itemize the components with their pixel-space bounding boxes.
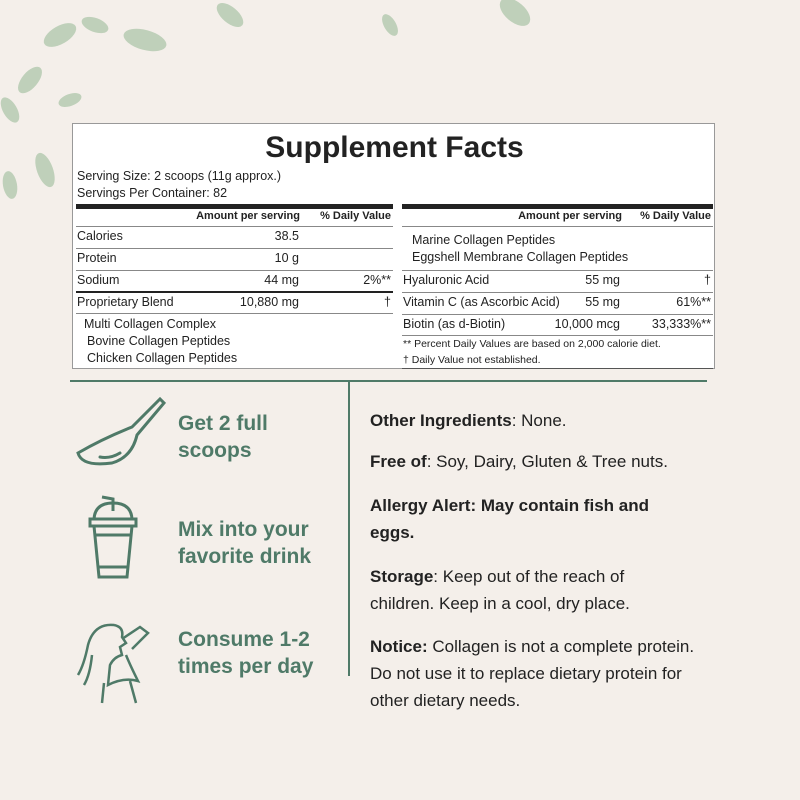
row-name: Sodium: [77, 273, 120, 287]
column-divider: [348, 381, 350, 676]
row-dv: †: [384, 295, 391, 309]
footnote: ** Percent Daily Values are based on 2,0…: [403, 338, 661, 350]
row-amount: 55 mg: [585, 295, 620, 309]
label: Free of: [370, 452, 427, 471]
cup-icon: [88, 495, 138, 579]
step-text: Get 2 full: [178, 412, 268, 435]
step-text: times per day: [178, 655, 314, 678]
step-text: favorite drink: [178, 545, 312, 568]
text: : Soy, Dairy, Gluten & Tree nuts.: [426, 452, 668, 471]
text: Allergy Alert: May contain fish and: [370, 496, 649, 515]
step-text: scoops: [178, 439, 252, 462]
text: Do not use it to replace dietary protein…: [370, 664, 682, 683]
free-of: Free of: Soy, Dairy, Gluten & Tree nuts.: [370, 448, 750, 475]
dv-header: % Daily Value: [640, 210, 711, 222]
blend-item: Eggshell Membrane Collagen Peptides: [412, 250, 629, 264]
row-amount: 10,880 mg: [239, 295, 299, 309]
step-2: Mix into your favorite drink: [178, 516, 311, 570]
row-amount: 44 mg: [264, 273, 299, 287]
row-name: Protein: [77, 251, 117, 265]
supplement-facts-label: Supplement Facts Serving Size: 2 scoops …: [72, 123, 715, 369]
blend-item: Marine Collagen Peptides: [412, 233, 556, 247]
woman-drinking-icon: [76, 623, 150, 704]
serving-size: Serving Size: 2 scoops (11g approx.): [77, 169, 282, 183]
row-dv: †: [704, 273, 711, 287]
amount-header: Amount per serving: [518, 210, 622, 222]
text: eggs.: [370, 523, 415, 542]
step-3: Consume 1-2 times per day: [178, 626, 313, 680]
step-text: Mix into your: [178, 518, 309, 541]
blend-item: Multi Collagen Complex: [84, 317, 217, 331]
servings-per-container: Servings Per Container: 82: [77, 186, 228, 200]
row-dv: 33,333%**: [651, 317, 711, 331]
step-text: Consume 1-2: [178, 628, 310, 651]
text: children. Keep in a cool, dry place.: [370, 594, 630, 613]
row-amount: 38.5: [274, 229, 299, 243]
leaves-decoration: [0, 0, 531, 199]
notice: Notice: Collagen is not a complete prote…: [370, 633, 750, 714]
text: : Keep out of the reach of: [433, 567, 625, 586]
allergy-alert: Allergy Alert: May contain fish and eggs.: [370, 492, 750, 546]
blend-item: Bovine Collagen Peptides: [87, 334, 231, 348]
row-name: Hyaluronic Acid: [403, 273, 490, 287]
row-amount: 55 mg: [585, 273, 620, 287]
row-name: Vitamin C (as Ascorbic Acid): [403, 295, 560, 309]
label: Notice:: [370, 637, 428, 656]
row-name: Proprietary Blend: [77, 295, 174, 309]
label-title: Supplement Facts: [265, 131, 524, 164]
text: other dietary needs.: [370, 691, 521, 710]
label: Other Ingredients: [370, 411, 512, 430]
label: Storage: [370, 567, 434, 586]
row-amount: 10 g: [274, 251, 299, 265]
storage: Storage: Keep out of the reach of childre…: [370, 563, 750, 617]
row-dv: 2%**: [363, 273, 391, 287]
step-1: Get 2 full scoops: [178, 410, 268, 464]
text: Collagen is not a complete protein.: [427, 637, 695, 656]
other-ingredients: Other Ingredients: None.: [370, 407, 750, 434]
row-name: Biotin (as d-Biotin): [403, 317, 506, 331]
footnote: † Daily Value not established.: [403, 354, 541, 366]
dv-header: % Daily Value: [320, 210, 391, 222]
row-dv: 61%**: [676, 295, 711, 309]
section-divider: [70, 380, 707, 382]
scoop-icon: [76, 396, 167, 466]
amount-header: Amount per serving: [196, 210, 300, 222]
row-name: Calories: [77, 229, 123, 243]
text: : None.: [511, 411, 567, 430]
blend-item: Chicken Collagen Peptides: [87, 351, 238, 365]
row-amount: 10,000 mcg: [554, 317, 620, 331]
